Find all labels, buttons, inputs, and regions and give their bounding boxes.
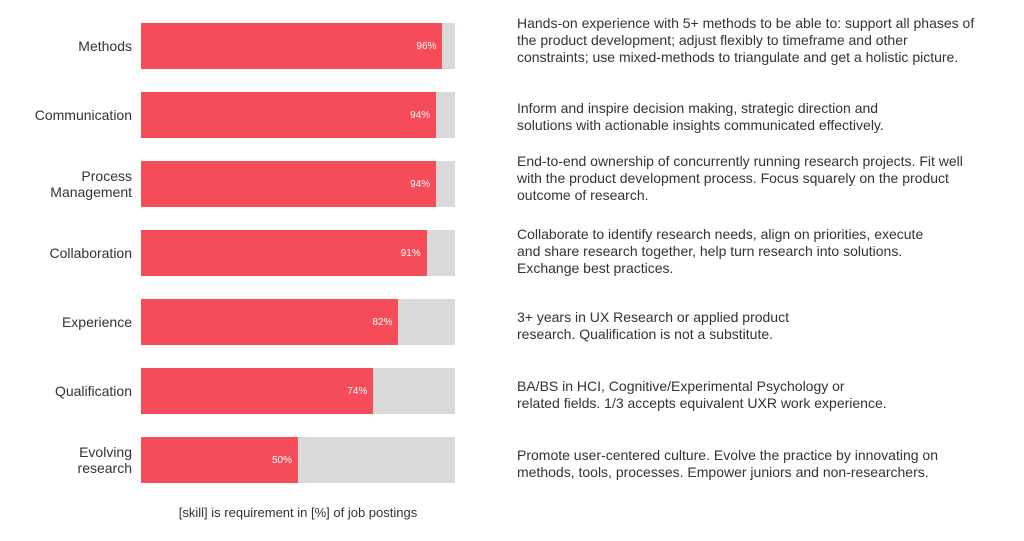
skill-description: 3+ years in UX Research or applied produ… (517, 309, 1007, 343)
category-label: Experience (2, 299, 132, 345)
bar: 94% (141, 92, 437, 138)
chart-row: Qualification 74% BA/BS in HCI, Cognitive/… (0, 368, 1024, 414)
category-label: Methods (2, 23, 132, 69)
bar-value-label: 74% (347, 385, 368, 397)
category-label: Collaboration (2, 230, 133, 276)
description-line: 3+ years in UX Research or applied produ… (517, 309, 789, 325)
category-label-text: Communication (34, 107, 132, 123)
skill-description: End-to-end ownership of concurrently run… (517, 153, 1007, 204)
bar-track: 74% (141, 368, 455, 414)
skill-description: Hands-on experience with 5+ methods to b… (517, 15, 1007, 66)
bar-value-label: 91% (400, 247, 421, 259)
description-line: End-to-end ownership of concurrently run… (517, 152, 963, 169)
skill-description: Collaborate to identify research needs, … (517, 226, 1007, 277)
description-line: research. Qualification is not a substit… (517, 326, 774, 342)
category-label-text: Methods (78, 38, 132, 54)
description-line: Inform and inspire decision making, stra… (517, 100, 879, 116)
chart-caption: [skill] is requirement in [%] of job pos… (178, 505, 418, 520)
description-line: outcome of research. (517, 186, 649, 203)
category-label: Qualification (2, 368, 132, 414)
bar-value-label: 94% (410, 178, 431, 190)
bar-track: 91% (141, 230, 455, 276)
description-line: Exchange best practices. (517, 259, 674, 276)
chart-row: Methods 96% Hands-on experience with 5+ me… (0, 15, 1024, 69)
bar: 96% (141, 23, 443, 69)
description-line: Hands-on experience with 5+ methods to b… (517, 14, 975, 31)
chart-row: Experience 82% 3+ years in UX Research or … (0, 299, 1024, 345)
bar-track: 50% (141, 437, 455, 483)
category-label: Evolving research (2, 437, 132, 483)
bar-value-label: 96% (416, 40, 437, 52)
category-label-text: Collaboration (49, 245, 133, 261)
bar-track: 94% (141, 161, 455, 207)
bar: 74% (141, 368, 374, 414)
bar-track: 96% (141, 23, 455, 69)
category-label-text: Qualification (54, 383, 132, 399)
chart-row: Collaboration 91% Collaborate to identify … (0, 226, 1024, 276)
skill-description: Inform and inspire decision making, stra… (517, 100, 1007, 134)
description-line: methods, tools, processes. Empower junio… (517, 464, 929, 480)
category-label: Process Management (2, 161, 132, 207)
category-label: Communication (2, 92, 132, 138)
description-line: constraints; use mixed-methods to triang… (517, 48, 959, 65)
chart-row: Communication 94% Inform and inspire decis… (0, 92, 1024, 138)
description-line: Collaborate to identify research needs, … (517, 225, 924, 242)
category-label-text: Process Management (50, 168, 132, 200)
bar-value-label: 50% (271, 454, 292, 466)
bar: 82% (141, 299, 399, 345)
chart-row: Process Management 94% End-to-end ownershi… (0, 153, 1024, 207)
description-line: Promote user-centered culture. Evolve th… (517, 447, 939, 463)
bar: 91% (141, 230, 427, 276)
bar-value-label: 82% (372, 316, 393, 328)
category-label-text: Evolving research (77, 444, 132, 476)
bar-track: 94% (141, 92, 455, 138)
bar: 94% (141, 161, 437, 207)
skill-description: BA/BS in HCI, Cognitive/Experimental Psy… (517, 378, 1007, 412)
category-label-text: Experience (61, 314, 132, 330)
description-line: with the product development process. Fo… (517, 169, 949, 186)
description-line: related fields. 1/3 accepts equivalent U… (517, 395, 887, 411)
description-line: the product development; adjust flexibly… (517, 31, 908, 48)
chart-row: Evolving research 50% Promote user-centere… (0, 437, 1024, 483)
bar-track: 82% (141, 299, 455, 345)
skill-description: Promote user-centered culture. Evolve th… (517, 447, 1007, 481)
description-line: BA/BS in HCI, Cognitive/Experimental Psy… (517, 378, 845, 394)
bar: 50% (141, 437, 298, 483)
description-line: solutions with actionable insights commu… (517, 117, 884, 133)
bar-value-label: 94% (410, 109, 431, 121)
description-line: and share research together, help turn r… (517, 242, 903, 259)
